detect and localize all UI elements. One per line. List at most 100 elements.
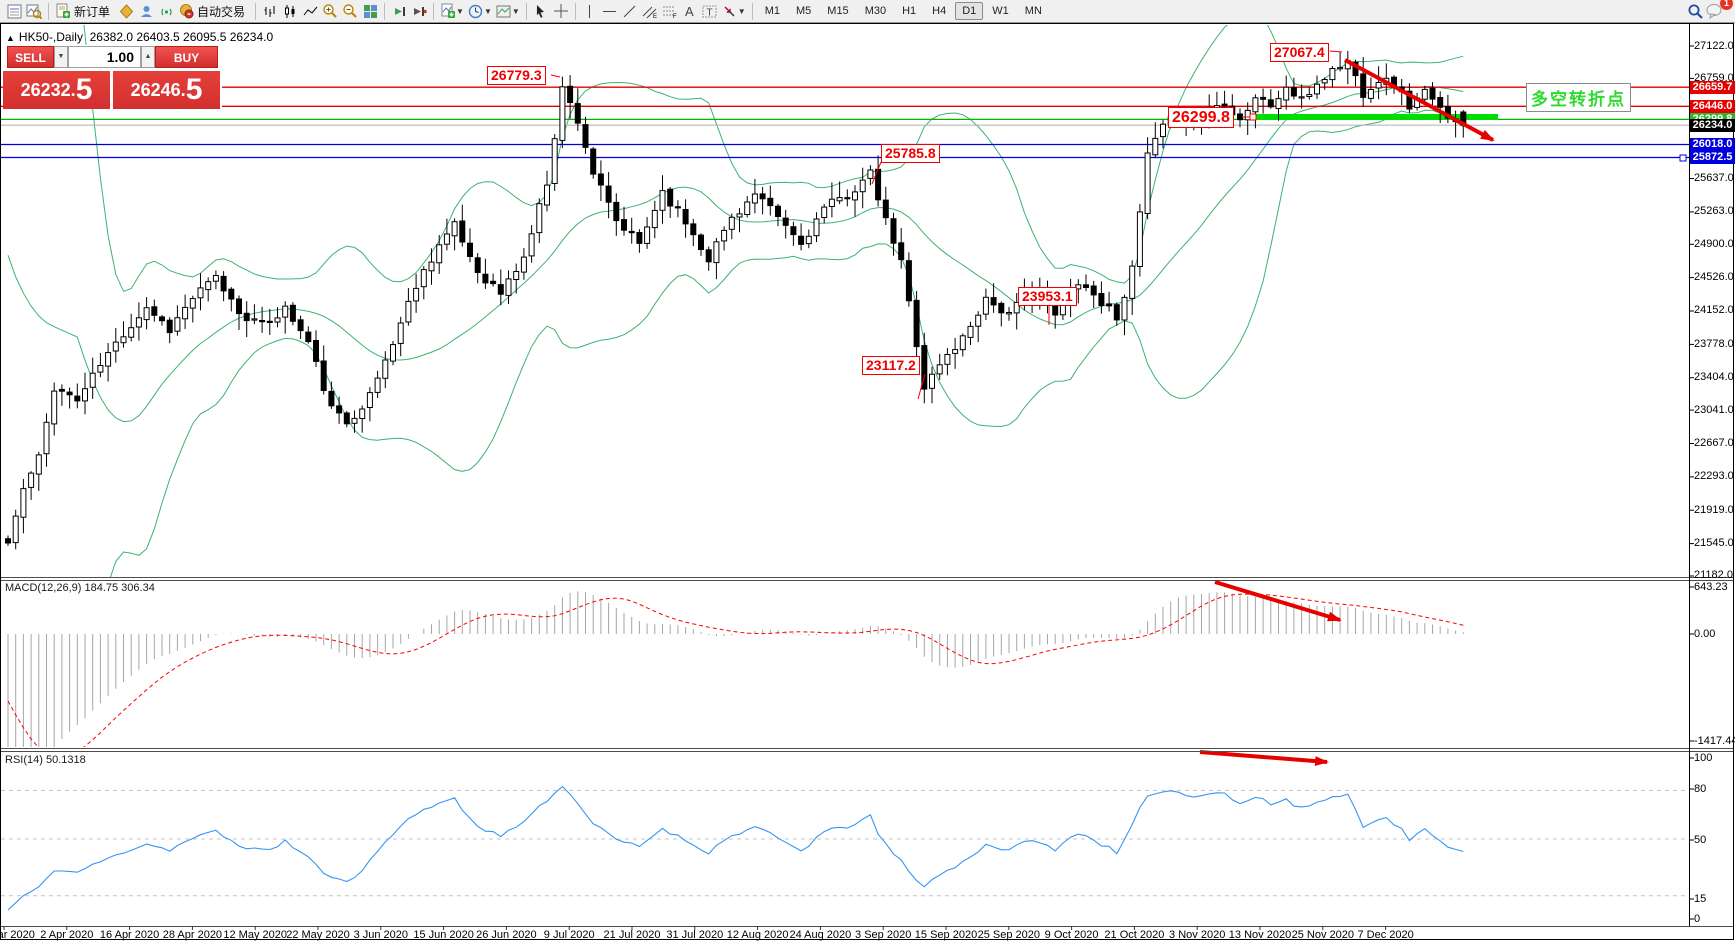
timeframe-m1[interactable]: M1 (764, 5, 780, 17)
ohlc-readout: 26382.0 26403.5 26095.5 26234.0 (89, 30, 274, 44)
label-tool-icon[interactable]: T (700, 2, 720, 21)
toolbar-separator (574, 2, 576, 20)
chart-shift-icon[interactable] (409, 2, 429, 21)
timeframe-group: M1 M5 M15 M30 H1 H4 D1 W1 MN (757, 2, 1050, 20)
rsi-indicator-label: RSI(14) 50.1318 (5, 754, 86, 766)
data-window-icon[interactable] (24, 2, 44, 21)
text-tool-icon[interactable]: A (680, 2, 700, 21)
community-icon[interactable] (136, 2, 156, 21)
volume-increase-button[interactable]: ▲ (141, 46, 155, 68)
timeframe-m5[interactable]: M5 (796, 5, 812, 17)
price-annotation[interactable]: 27067.4 (1270, 43, 1329, 62)
chevron-down-icon[interactable]: ▼ (456, 6, 464, 16)
indicators-icon[interactable] (438, 2, 458, 21)
price-annotation[interactable]: 25785.8 (881, 144, 940, 163)
price-axis-badge: 26234.0 (1690, 118, 1735, 132)
timeframe-h4[interactable]: H4 (932, 5, 947, 17)
price-axis-tick: 23778.0 (1694, 337, 1734, 350)
svg-text:F: F (673, 14, 677, 19)
price-annotation[interactable]: 26299.8 (1168, 107, 1234, 128)
periods-clock-icon[interactable] (466, 2, 486, 21)
price-axis-badge: 26446.0 (1690, 99, 1735, 113)
equidistant-channel-tool-icon[interactable]: E (640, 2, 660, 21)
chevron-down-icon[interactable]: ▼ (511, 6, 520, 16)
macd-axis-tick: -1417.44 (1694, 734, 1735, 747)
price-annotation[interactable]: 23117.2 (862, 356, 920, 375)
macd-histogram (7, 591, 1464, 747)
zoom-out-icon[interactable] (340, 2, 360, 21)
market-watch-icon[interactable] (4, 2, 24, 21)
price-annotation[interactable]: 23953.1 (1018, 287, 1077, 306)
price-axis-tick: 23041.0 (1694, 403, 1734, 416)
timeframe-m30[interactable]: M30 (864, 5, 887, 17)
trend-arrow[interactable] (1214, 580, 1342, 622)
date-axis-label: 3 Nov 2020 (1169, 929, 1226, 941)
rsi-axis-tick: 80 (1694, 782, 1707, 795)
mql5-icon[interactable] (116, 2, 136, 21)
trendline-tool-icon[interactable] (620, 2, 640, 21)
object-handle[interactable] (1249, 113, 1257, 121)
new-order-label[interactable]: 新订单 (74, 4, 111, 19)
candlestick-chart-icon[interactable] (280, 2, 300, 21)
signals-icon[interactable] (156, 2, 176, 21)
date-axis-label: 26 Jun 2020 (476, 929, 537, 941)
chevron-down-icon[interactable]: ▼ (483, 6, 492, 16)
date-axis-label: 25 Nov 2020 (1291, 929, 1354, 941)
price-axis-tick: 24900.0 (1694, 237, 1734, 250)
buy-price[interactable]: 26246. 5 (113, 71, 220, 109)
price-axis-tick: 22667.0 (1694, 436, 1734, 449)
auto-trading-icon[interactable] (176, 2, 196, 21)
timeframe-h1[interactable]: H1 (902, 5, 917, 17)
date-axis-label: 16 Apr 2020 (99, 929, 160, 941)
date-axis-label: 12 Aug 2020 (726, 929, 789, 941)
fibonacci-tool-icon[interactable]: F (660, 2, 680, 21)
rsi-axis-tick: 0 (1694, 912, 1701, 925)
object-handle[interactable] (1679, 154, 1687, 162)
sell-price[interactable]: 26232. 5 (3, 71, 110, 109)
timeframe-m15[interactable]: M15 (827, 5, 849, 17)
expand-icon[interactable]: ▲ (6, 33, 15, 43)
volume-decrease-button[interactable]: ▼ (54, 46, 68, 68)
vertical-line-tool-icon[interactable] (580, 2, 600, 21)
tile-windows-icon[interactable] (360, 2, 380, 21)
search-icon[interactable] (1685, 2, 1705, 21)
price-axis-tick: 23404.0 (1694, 371, 1734, 384)
rsi-axis-tick: 50 (1694, 833, 1707, 846)
chevron-down-icon[interactable]: ▼ (737, 6, 746, 16)
annotation-connector (550, 74, 561, 78)
timeframe-mn[interactable]: MN (1024, 5, 1042, 17)
cursor-icon[interactable] (531, 2, 551, 21)
template-icon[interactable] (494, 2, 514, 21)
rsi-axis-tick: 100 (1694, 751, 1713, 764)
auto-trading-label[interactable]: 自动交易 (197, 4, 246, 19)
date-axis-label: 22 May 2020 (286, 929, 350, 941)
date-axis-label: 21 Jul 2020 (603, 929, 661, 941)
trend-note-label[interactable]: 多空转折点 (1526, 83, 1631, 112)
line-chart-icon[interactable] (300, 2, 320, 21)
toolbar-separator (384, 2, 386, 20)
date-axis-label: 24 Aug 2020 (789, 929, 852, 941)
buy-button[interactable]: BUY (155, 46, 218, 68)
auto-scroll-icon[interactable] (389, 2, 409, 21)
svg-text:T: T (706, 7, 712, 18)
price-axis-tick: 25263.0 (1694, 205, 1734, 218)
trend-arrow[interactable] (1344, 58, 1495, 142)
new-order-icon[interactable] (53, 2, 73, 21)
timeframe-w1[interactable]: W1 (992, 5, 1009, 17)
horizontal-line-tool-icon[interactable] (600, 2, 620, 21)
date-axis-label: 9 Oct 2020 (1044, 929, 1099, 941)
price-axis-tick: 22293.0 (1694, 470, 1734, 483)
one-click-trade-panel: SELL ▼ 1.00 ▲ BUY 26232. 5 26246. 5 (3, 45, 222, 109)
price-annotation[interactable]: 26779.3 (487, 66, 546, 85)
trend-arrow[interactable] (1199, 750, 1329, 767)
timeframe-d1[interactable]: D1 (955, 2, 984, 20)
arrows-tool-icon[interactable] (720, 2, 740, 21)
crosshair-icon[interactable] (551, 2, 571, 21)
zoom-in-icon[interactable] (320, 2, 340, 21)
chat-icon[interactable]: 1 (1705, 0, 1733, 21)
volume-input[interactable]: 1.00 (68, 46, 141, 68)
buy-price-main: 26246 (130, 79, 181, 100)
bar-chart-icon[interactable] (260, 2, 280, 21)
sell-button[interactable]: SELL (7, 46, 54, 68)
